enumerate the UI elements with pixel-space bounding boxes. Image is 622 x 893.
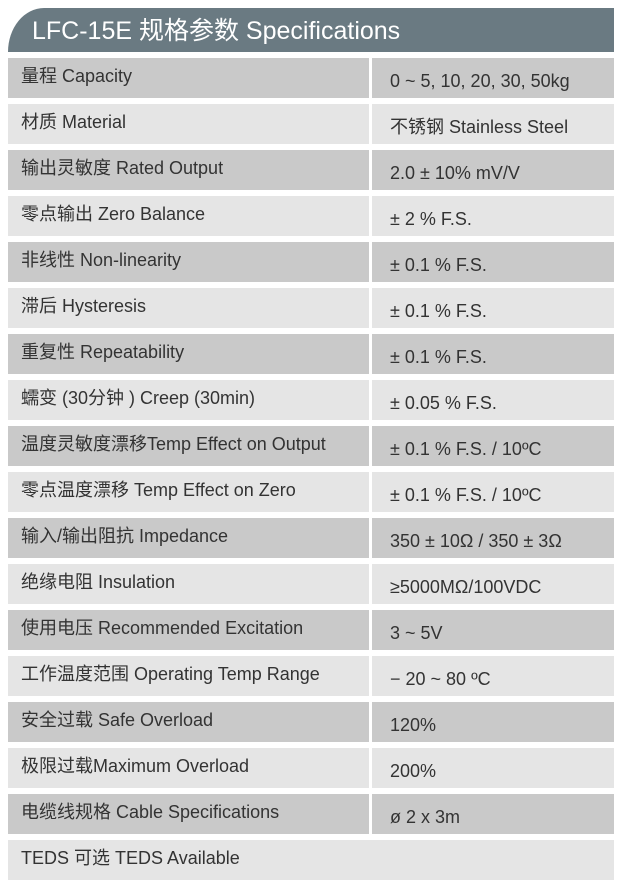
- spec-value: 0 ~ 5, 10, 20, 30, 50kg: [372, 58, 614, 98]
- spec-row: 使用电压 Recommended Excitation 3 ~ 5V: [8, 610, 614, 650]
- spec-label: 重复性 Repeatability: [8, 334, 369, 374]
- spec-value: ± 2 % F.S.: [372, 196, 614, 236]
- spec-row: 安全过载 Safe Overload 120%: [8, 702, 614, 742]
- spec-row: 输入/输出阻抗 Impedance 350 ± 10Ω / 350 ± 3Ω: [8, 518, 614, 558]
- spec-table: 量程 Capacity 0 ~ 5, 10, 20, 30, 50kg 材质 Mat…: [8, 58, 614, 886]
- spec-label: 输出灵敏度 Rated Output: [8, 150, 369, 190]
- spec-value: 3 ~ 5V: [372, 610, 614, 650]
- spec-row: 零点温度漂移 Temp Effect on Zero ± 0.1 % F.S. /…: [8, 472, 614, 512]
- spec-row: 重复性 Repeatability ± 0.1 % F.S.: [8, 334, 614, 374]
- spec-row: 零点输出 Zero Balance ± 2 % F.S.: [8, 196, 614, 236]
- spec-label: 材质 Material: [8, 104, 369, 144]
- spec-value: 200%: [372, 748, 614, 788]
- spec-label: 电缆线规格 Cable Specifications: [8, 794, 369, 834]
- spec-row: 输出灵敏度 Rated Output 2.0 ± 10% mV/V: [8, 150, 614, 190]
- teds-label: TEDS 可选 TEDS Available: [8, 840, 614, 880]
- spec-label: 绝缘电阻 Insulation: [8, 564, 369, 604]
- spec-label: 蠕变 (30分钟 ) Creep (30min): [8, 380, 369, 420]
- spec-value: ± 0.1 % F.S.: [372, 334, 614, 374]
- spec-label: 极限过载Maximum Overload: [8, 748, 369, 788]
- spec-row: 温度灵敏度漂移Temp Effect on Output ± 0.1 % F.S.…: [8, 426, 614, 466]
- spec-row: 绝缘电阻 Insulation ≥5000MΩ/100VDC: [8, 564, 614, 604]
- spec-value: − 20 ~ 80 ºC: [372, 656, 614, 696]
- spec-value: ± 0.1 % F.S.: [372, 242, 614, 282]
- spec-label: 滞后 Hysteresis: [8, 288, 369, 328]
- teds-row: TEDS 可选 TEDS Available: [8, 840, 614, 880]
- spec-value: 2.0 ± 10% mV/V: [372, 150, 614, 190]
- spec-row: 材质 Material 不锈钢 Stainless Steel: [8, 104, 614, 144]
- spec-label: 零点温度漂移 Temp Effect on Zero: [8, 472, 369, 512]
- spec-value: ± 0.1 % F.S. / 10ºC: [372, 472, 614, 512]
- spec-row: 蠕变 (30分钟 ) Creep (30min) ± 0.05 % F.S.: [8, 380, 614, 420]
- spec-label: 工作温度范围 Operating Temp Range: [8, 656, 369, 696]
- spec-value: 不锈钢 Stainless Steel: [372, 104, 614, 144]
- spec-row: 极限过载Maximum Overload 200%: [8, 748, 614, 788]
- spec-label: 零点输出 Zero Balance: [8, 196, 369, 236]
- spec-label: 使用电压 Recommended Excitation: [8, 610, 369, 650]
- spec-row: 非线性 Non-linearity ± 0.1 % F.S.: [8, 242, 614, 282]
- spec-label: 温度灵敏度漂移Temp Effect on Output: [8, 426, 369, 466]
- spec-label: 输入/输出阻抗 Impedance: [8, 518, 369, 558]
- spec-label: 安全过载 Safe Overload: [8, 702, 369, 742]
- spec-value: 120%: [372, 702, 614, 742]
- spec-row: 滞后 Hysteresis ± 0.1 % F.S.: [8, 288, 614, 328]
- spec-value: ± 0.1 % F.S.: [372, 288, 614, 328]
- spec-row: 电缆线规格 Cable Specifications ø 2 x 3m: [8, 794, 614, 834]
- page-title: LFC-15E 规格参数 Specifications: [8, 8, 614, 52]
- spec-value: ± 0.05 % F.S.: [372, 380, 614, 420]
- spec-label: 量程 Capacity: [8, 58, 369, 98]
- spec-value: ø 2 x 3m: [372, 794, 614, 834]
- spec-value: 350 ± 10Ω / 350 ± 3Ω: [372, 518, 614, 558]
- spec-value: ≥5000MΩ/100VDC: [372, 564, 614, 604]
- spec-row: 工作温度范围 Operating Temp Range − 20 ~ 80 ºC: [8, 656, 614, 696]
- spec-label: 非线性 Non-linearity: [8, 242, 369, 282]
- spec-row: 量程 Capacity 0 ~ 5, 10, 20, 30, 50kg: [8, 58, 614, 98]
- spec-value: ± 0.1 % F.S. / 10ºC: [372, 426, 614, 466]
